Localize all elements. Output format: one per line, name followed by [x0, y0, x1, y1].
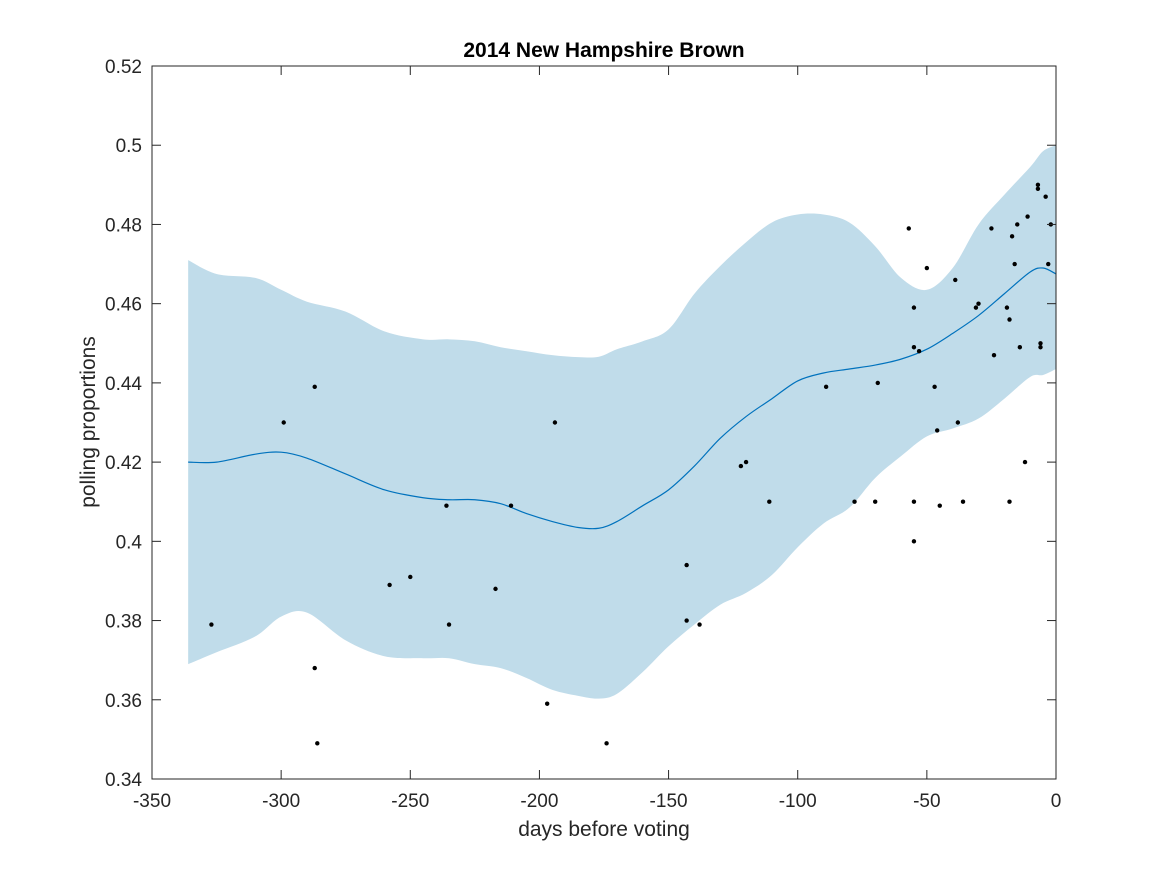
mean-line: [188, 267, 1057, 530]
data-point: [312, 384, 317, 390]
data-point: [697, 622, 702, 627]
data-point: [1043, 194, 1048, 199]
data-point: [1012, 261, 1017, 267]
data-point: [953, 277, 958, 283]
y-tick-label: 0.42: [105, 453, 142, 474]
data-point: [684, 562, 689, 568]
data-point: [767, 499, 772, 504]
data-point: [312, 665, 317, 671]
confidence-band: [188, 145, 1056, 699]
axes: -350 -300 -250 -200 -150 -100 -50 0 0.34 0.36 0.38…: [105, 57, 1061, 812]
x-tick-label: -300: [262, 791, 300, 812]
chart-title: 2014 New Hampshire Brown: [463, 39, 744, 62]
data-point: [924, 265, 930, 271]
data-point: [493, 586, 498, 592]
y-tick-label: 0.46: [105, 295, 142, 316]
plot-area: [188, 145, 1057, 746]
data-point: [508, 503, 514, 508]
data-point: [544, 701, 550, 706]
x-tick-label: -100: [779, 791, 817, 812]
y-tick-label: 0.38: [105, 612, 142, 633]
data-point: [281, 420, 286, 425]
data-point: [1035, 182, 1041, 188]
x-tick-label: -150: [650, 791, 688, 812]
data-point: [209, 622, 214, 627]
data-point: [1038, 341, 1043, 346]
data-point: [387, 582, 392, 588]
data-point: [911, 539, 917, 544]
y-tick-label: 0.44: [105, 374, 142, 395]
axes-box: [151, 65, 1057, 780]
data-point: [738, 463, 744, 469]
x-tick-label: -50: [913, 791, 940, 812]
data-point: [1017, 345, 1023, 350]
data-point: [684, 618, 689, 623]
chart-labels: 2014 New Hampshire Brown days before vot…: [77, 39, 745, 841]
data-point: [315, 741, 320, 746]
y-tick-label: 0.36: [105, 691, 142, 712]
data-point: [444, 503, 449, 508]
data-point: [604, 741, 609, 746]
data-point: [976, 301, 981, 306]
y-tick-label: 0.34: [105, 770, 142, 791]
data-point: [1009, 234, 1015, 239]
data-point: [408, 574, 413, 580]
data-point: [1004, 305, 1010, 310]
data-point: [1015, 222, 1020, 227]
y-tick-label: 0.5: [116, 136, 142, 157]
y-tick-label: 0.52: [105, 57, 142, 78]
data-point: [446, 622, 452, 627]
data-point: [552, 420, 558, 425]
data-point: [852, 499, 857, 504]
data-point: [934, 428, 940, 433]
data-point: [1007, 499, 1012, 504]
data-point: [743, 459, 749, 465]
y-tick-label: 0.48: [105, 215, 142, 236]
x-axis-label: days before voting: [518, 818, 690, 841]
x-tick-label: -250: [391, 791, 429, 812]
data-point: [973, 305, 979, 310]
data-point: [875, 380, 880, 386]
data-point: [991, 352, 997, 358]
data-point: [1038, 345, 1043, 350]
y-tick-label: 0.4: [116, 532, 143, 553]
data-point: [955, 420, 961, 425]
data-point: [960, 499, 966, 504]
data-point: [1025, 214, 1030, 219]
data-point: [906, 226, 911, 231]
data-point: [823, 384, 829, 390]
data-point: [911, 345, 917, 350]
data-point: [911, 305, 917, 310]
data-point: [1007, 317, 1012, 322]
data-point: [1022, 459, 1028, 465]
x-tick-label: 0: [1051, 791, 1062, 812]
x-tick-label: -200: [520, 791, 558, 812]
data-point: [989, 226, 994, 231]
x-tick-label: -350: [133, 791, 171, 812]
data-point: [932, 384, 937, 390]
data-point: [916, 349, 922, 354]
data-point: [1046, 261, 1051, 267]
data-point: [937, 503, 942, 508]
data-point: [911, 499, 917, 504]
data-point: [873, 499, 878, 504]
y-axis-label: polling proportions: [77, 336, 100, 508]
data-point: [1035, 186, 1041, 191]
